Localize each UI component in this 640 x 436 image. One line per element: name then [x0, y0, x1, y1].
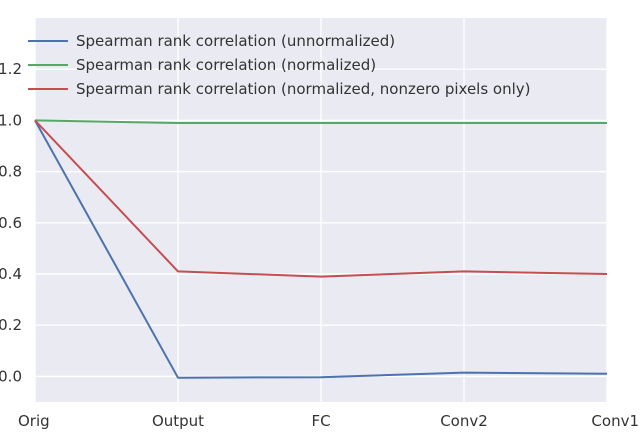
- x-tick-label: FC: [311, 412, 330, 430]
- series-line-2: [34, 119, 607, 124]
- legend: Spearman rank correlation (unnormalized)…: [28, 32, 531, 98]
- series-line-3: [34, 119, 608, 278]
- series-lines: [34, 119, 608, 379]
- x-tick-label: Conv2: [440, 412, 488, 430]
- legend-label: Spearman rank correlation (normalized): [76, 56, 376, 74]
- x-tick-label: Orig: [18, 412, 50, 430]
- y-tick-label: 0.8: [0, 163, 22, 181]
- series-line-1: [34, 119, 608, 379]
- x-axis-ticks: Orig Output FC Conv2 Conv1: [18, 412, 639, 430]
- y-tick-label: 0.6: [0, 214, 22, 232]
- y-tick-label: 1.0: [0, 111, 22, 129]
- legend-label: Spearman rank correlation (normalized, n…: [76, 80, 531, 98]
- y-tick-label: 0.2: [0, 316, 22, 334]
- y-axis-ticks: 0.0 0.2 0.4 0.6 0.8 1.0 1.2: [0, 60, 22, 385]
- y-tick-label: 0.4: [0, 265, 22, 283]
- legend-label: Spearman rank correlation (unnormalized): [76, 32, 395, 50]
- x-tick-label: Conv1: [591, 412, 639, 430]
- x-tick-label: Output: [152, 412, 204, 430]
- y-tick-label: 1.2: [0, 60, 22, 78]
- y-tick-label: 0.0: [0, 367, 22, 385]
- grid: [34, 18, 608, 402]
